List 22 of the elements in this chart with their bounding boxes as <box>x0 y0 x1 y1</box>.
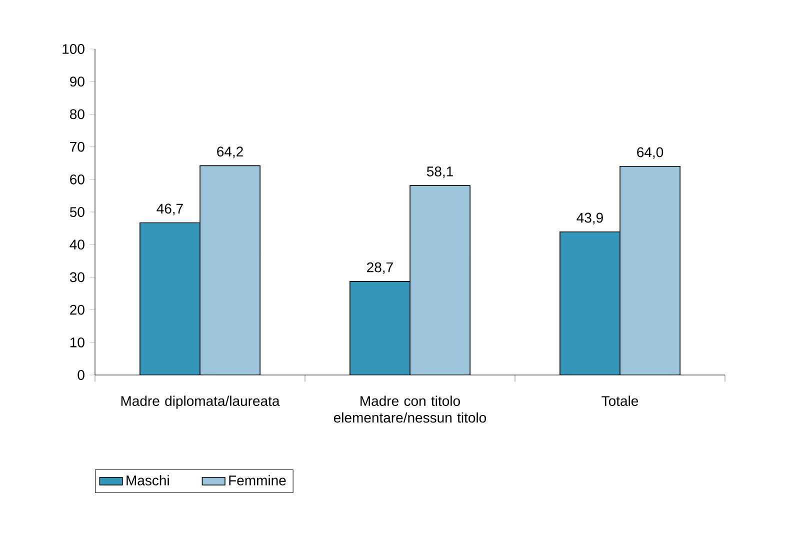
legend-label: Maschi <box>126 475 169 486</box>
data-label: 64,0 <box>637 147 664 159</box>
y-tick-label: 100 <box>62 44 84 54</box>
y-tick-label: 10 <box>70 337 84 348</box>
legend-label: Femmine <box>229 475 286 486</box>
x-tick-label: Madre diplomata/laureata <box>121 396 280 409</box>
y-tick-label: 40 <box>70 240 84 250</box>
y-tick-label: 90 <box>70 76 84 87</box>
y-tick-label: 0 <box>78 370 84 380</box>
y-tick-label: 80 <box>70 109 84 120</box>
y-tick-label: 50 <box>70 207 84 217</box>
y-tick-label: 70 <box>70 142 84 152</box>
data-label: 46,7 <box>156 204 183 216</box>
y-tick-label: 20 <box>70 304 84 315</box>
data-label: 28,7 <box>367 262 393 274</box>
x-tick-label: Totale <box>602 396 638 406</box>
y-tick-label: 60 <box>70 174 84 184</box>
y-tick-label: 30 <box>70 272 84 282</box>
x-tick-label: Madre con titolo elementare/nessun titolo <box>334 396 486 423</box>
data-label: 58,1 <box>426 166 453 178</box>
data-label: 64,2 <box>217 146 243 158</box>
data-label: 43,9 <box>576 212 603 224</box>
